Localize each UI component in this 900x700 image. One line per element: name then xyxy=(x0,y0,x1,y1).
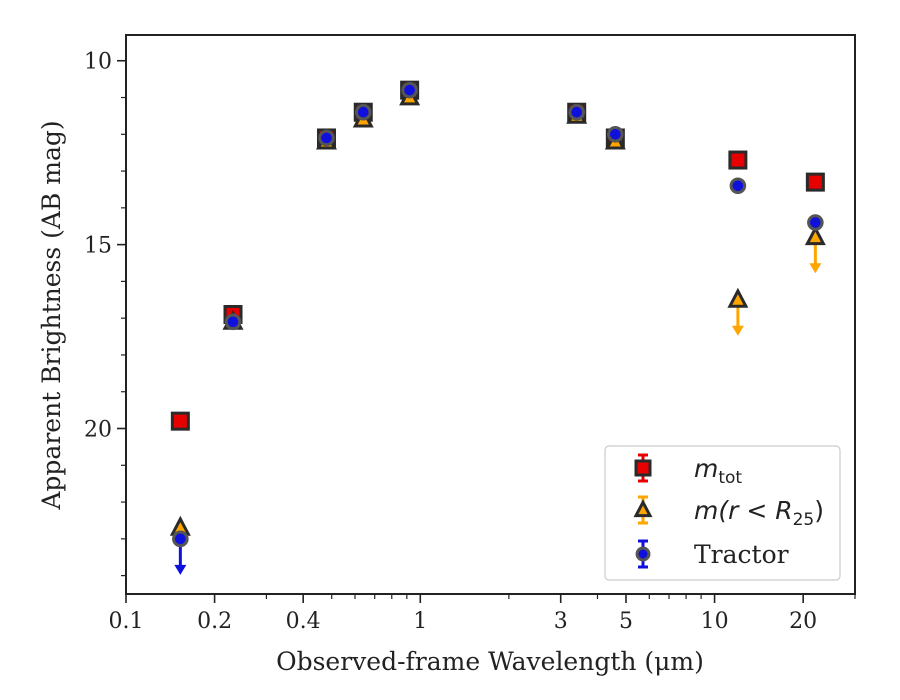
x-axis-label: Observed-frame Wavelength (μm) xyxy=(276,647,704,676)
x-tick-label: 1 xyxy=(413,609,427,634)
legend-label-tractor: Tractor xyxy=(694,540,789,569)
legend-label-base: Tractor xyxy=(694,540,789,569)
x-tick-label: 0.4 xyxy=(286,609,321,634)
tractor-point xyxy=(607,125,624,143)
legend-label-mr25: m(r < R25) xyxy=(694,496,824,530)
x-tick-label: 0.2 xyxy=(197,609,232,634)
legend-label-base: m xyxy=(694,454,718,483)
upper-limit-arrow-head xyxy=(809,263,822,274)
tractor-point xyxy=(354,103,372,121)
x-axis-ticks: 0.1 0.2 0.4 1 3 5 10 20 xyxy=(109,594,856,634)
tractor-point xyxy=(224,313,242,331)
mtot-point xyxy=(728,150,748,170)
mtot-point xyxy=(805,172,825,192)
y-axis-ticks: 10 15 20 xyxy=(84,50,126,577)
plot-marks xyxy=(169,80,826,575)
legend-label-subscript: 25 xyxy=(793,510,815,530)
legend-entry-mr25: m(r < R25) xyxy=(633,495,824,530)
tractor-series xyxy=(172,81,824,548)
tractor-point xyxy=(318,129,335,147)
x-tick-label: 3 xyxy=(554,609,568,634)
tractor-point xyxy=(807,214,824,231)
legend-label-base: m(r < R xyxy=(694,496,793,525)
legend-marker-tractor xyxy=(635,546,651,562)
mr25-point xyxy=(804,225,826,246)
y-tick-label: 20 xyxy=(84,418,112,443)
upper-limit-arrow-head xyxy=(174,564,187,575)
x-tick-label: 10 xyxy=(701,609,729,634)
legend-box xyxy=(604,445,841,581)
y-tick-label: 10 xyxy=(84,50,112,75)
legend-marker-mtot xyxy=(634,459,652,477)
x-tick-label: 0.1 xyxy=(109,609,144,634)
legend-label-subscript: tot xyxy=(718,468,742,488)
x-tick-label: 5 xyxy=(619,609,633,634)
legend-entry-tractor: Tractor xyxy=(635,539,789,569)
tractor-point xyxy=(401,81,418,99)
upper-limit-arrow-head xyxy=(731,325,744,336)
y-tick-label: 15 xyxy=(84,234,112,259)
x-tick-label: 20 xyxy=(789,609,817,634)
mtot-point xyxy=(170,411,190,431)
y-axis-label: Apparent Brightness (AB mag) xyxy=(37,120,66,510)
legend-entry-mtot: mtot xyxy=(634,453,742,488)
tractor-point xyxy=(729,177,747,195)
legend-label-end: ) xyxy=(814,496,824,525)
tractor-point xyxy=(568,103,586,121)
tractor-point xyxy=(172,530,189,548)
plot-frame xyxy=(125,34,856,595)
mtot-series xyxy=(170,80,825,431)
legend: mtot m(r < R25) Tractor xyxy=(604,445,841,581)
mr25-point xyxy=(727,287,749,308)
legend-label-mtot: mtot xyxy=(694,454,742,488)
legend-marker-mr25 xyxy=(633,499,653,518)
